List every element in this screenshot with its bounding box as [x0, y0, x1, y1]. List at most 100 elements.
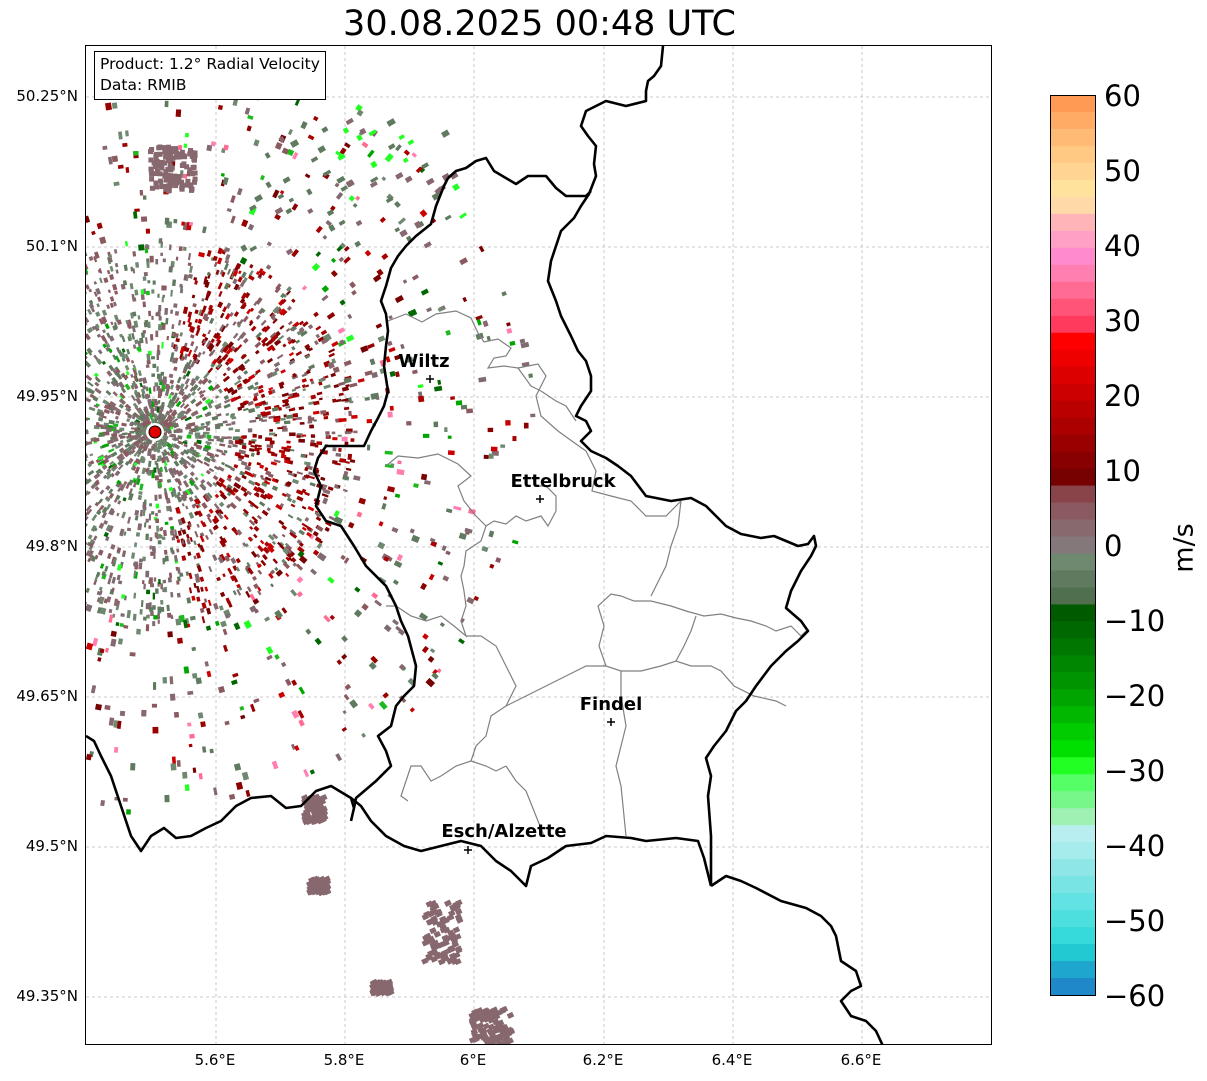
echo-pixel: [112, 301, 117, 307]
echo-pixel: [253, 385, 259, 391]
echo-pixel: [336, 175, 346, 184]
echo-pixel: [454, 908, 463, 916]
echo-pixel: [290, 503, 296, 508]
echo-pixel: [168, 505, 173, 512]
echo-pixel: [277, 427, 283, 430]
echo-pixel: [175, 400, 182, 408]
echo-pixel: [511, 539, 519, 545]
colorbar-tick-label: 50: [1104, 154, 1141, 188]
echo-pixel: [488, 530, 495, 538]
echo-pixel: [149, 176, 155, 182]
echo-pixel: [107, 448, 115, 453]
echo-pixel: [86, 642, 94, 651]
echo-pixel: [421, 939, 430, 947]
echo-pixel: [232, 270, 239, 277]
echo-pixel: [222, 176, 229, 186]
echo-pixel: [201, 396, 207, 402]
echo-pixel: [280, 369, 286, 374]
echo-pixel: [236, 321, 242, 326]
echo-pixel: [378, 521, 384, 527]
echo-pixel: [214, 620, 220, 627]
echo-pixel: [483, 1015, 491, 1023]
echo-pixel: [224, 361, 230, 366]
echo-pixel: [343, 377, 352, 384]
colorbar-segment: [1050, 366, 1096, 385]
echo-pixel: [248, 442, 252, 446]
echo-pixel: [97, 657, 102, 662]
echo-pixel: [341, 386, 350, 392]
echo-pixel: [391, 526, 399, 533]
echo-pixel: [296, 489, 304, 496]
echo-pixel: [189, 615, 196, 621]
echo-pixel: [179, 572, 184, 578]
echo-pixel: [168, 408, 173, 413]
echo-pixel: [102, 399, 110, 406]
echo-pixel: [349, 281, 357, 289]
colorbar-segment: [1050, 876, 1096, 894]
echo-pixel: [135, 431, 139, 435]
echo-pixel: [179, 383, 185, 390]
echo-pixel: [165, 457, 170, 463]
echo-pixel: [266, 241, 272, 247]
echo-pixel: [108, 348, 113, 353]
echo-pixel: [160, 456, 166, 464]
echo-pixel: [200, 484, 207, 491]
echo-pixel: [116, 479, 122, 485]
echo-pixel: [234, 429, 239, 432]
echo-pixel: [367, 343, 375, 349]
echo-pixel: [288, 352, 295, 357]
echo-pixel: [147, 321, 151, 329]
echo-pixel: [144, 248, 149, 254]
echo-pixel: [191, 164, 197, 170]
echo-pixel: [239, 705, 245, 711]
echo-pixel: [182, 173, 188, 179]
echo-pixel: [162, 417, 170, 426]
echo-pixel: [206, 513, 212, 519]
echo-pixel: [285, 572, 290, 578]
echo-pixel: [286, 497, 293, 502]
echo-pixel: [500, 444, 506, 448]
echo-pixel: [190, 378, 196, 383]
echo-pixel: [191, 384, 199, 392]
echo-pixel: [217, 422, 224, 427]
echo-pixel: [442, 575, 450, 582]
echo-pixel: [106, 552, 112, 560]
radar-map[interactable]: [85, 45, 992, 1045]
echo-pixel: [381, 253, 389, 260]
echo-pixel: [199, 535, 205, 543]
echo-pixel: [169, 693, 176, 701]
echo-pixel: [92, 396, 99, 402]
echo-pixel: [147, 280, 151, 284]
echo-pixel: [169, 379, 175, 385]
echo-pixel: [273, 417, 281, 423]
echo-pixel: [244, 465, 251, 471]
echo-pixel: [140, 430, 148, 436]
product-info-box: Product: 1.2° Radial Velocity Data: RMIB: [94, 51, 326, 100]
echo-pixel: [94, 387, 102, 395]
echo-pixel: [177, 518, 183, 526]
echo-pixel: [287, 514, 294, 519]
echo-pixel: [161, 401, 165, 407]
echo-pixel: [249, 204, 257, 212]
echo-pixel: [369, 181, 378, 188]
echo-pixel: [442, 954, 450, 963]
echo-pixel: [121, 511, 126, 519]
colorbar-segment: [1050, 332, 1096, 351]
echo-pixel: [327, 576, 335, 584]
echo-pixel: [181, 529, 187, 535]
echo-pixel: [309, 534, 315, 540]
colorbar-segment: [1050, 502, 1096, 521]
echo-pixel: [104, 102, 113, 111]
echo-pixel: [466, 596, 475, 605]
echo-pixel: [455, 916, 464, 924]
echo-pixel: [447, 909, 456, 917]
echo-pixel: [246, 561, 251, 568]
echo-pixel: [163, 449, 169, 456]
echo-pixel: [90, 684, 97, 694]
echo-pixel: [86, 603, 93, 613]
echo-pixel: [166, 158, 171, 163]
echo-pixel: [86, 601, 87, 606]
echo-pixel: [224, 463, 232, 469]
echo-pixel: [105, 346, 110, 352]
echo-pixel: [423, 241, 432, 249]
